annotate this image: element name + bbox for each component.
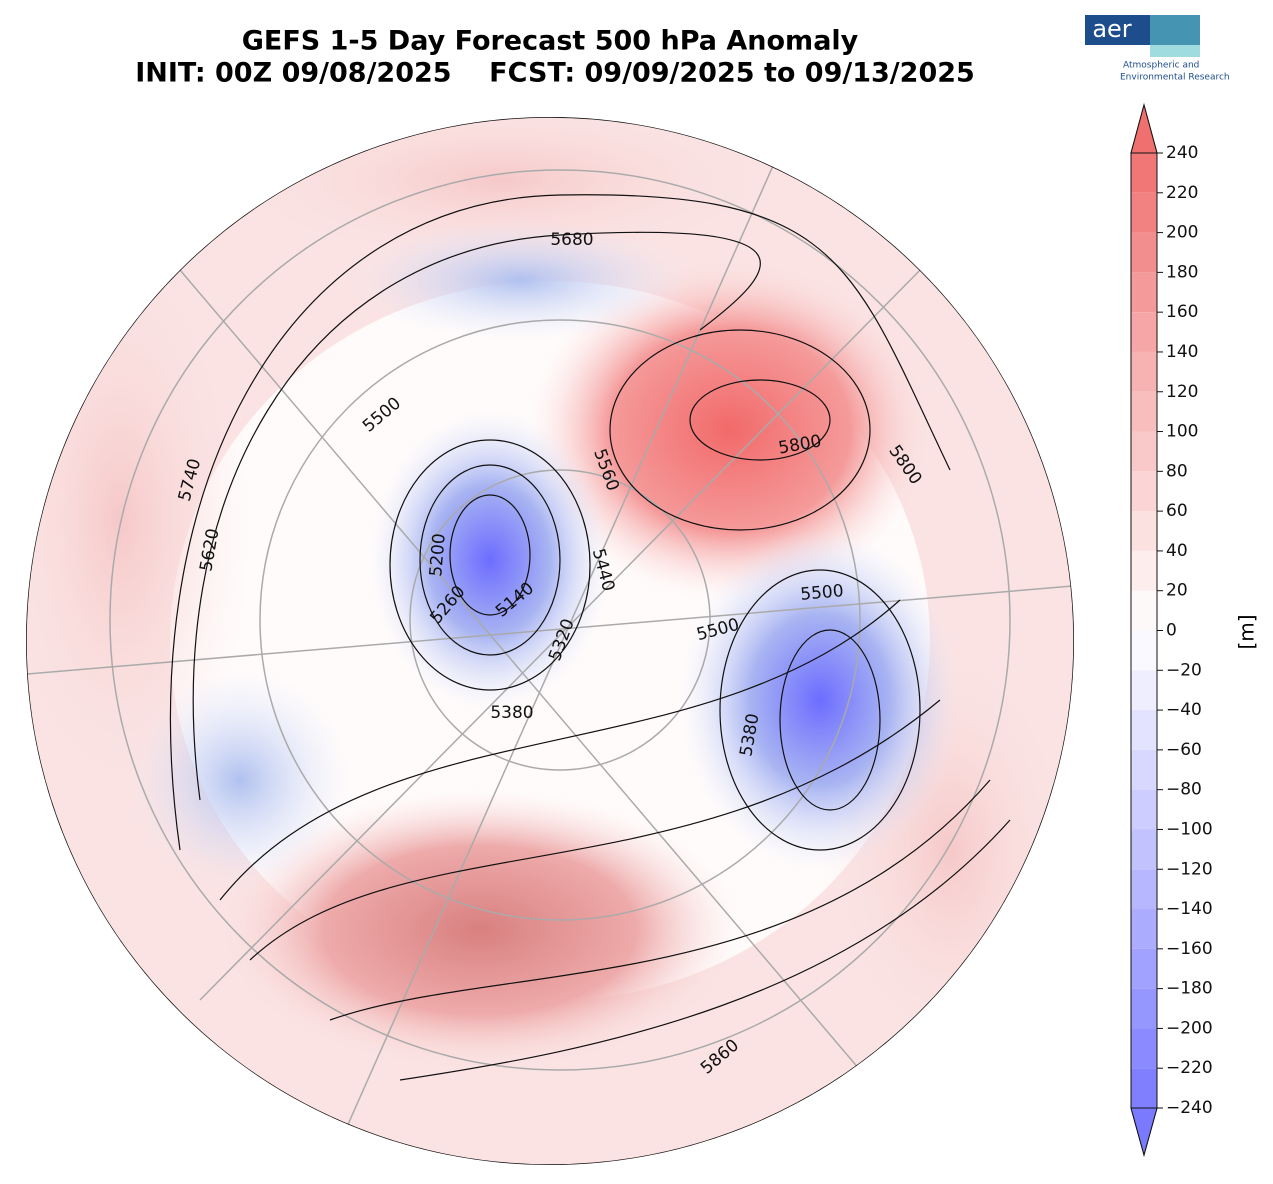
colorbar-tick-label: 140 <box>1166 342 1198 362</box>
colorbar-tick-label: −160 <box>1166 939 1213 959</box>
colorbar-tick-label: −140 <box>1166 899 1213 919</box>
colorbar-band <box>1131 192 1157 233</box>
colorbar-band <box>1131 829 1157 870</box>
contour-label: 5500 <box>800 581 845 605</box>
colorbar-label: [m] <box>1235 614 1259 649</box>
colorbar-tick-label: −20 <box>1166 660 1202 680</box>
colorbar-band <box>1131 431 1157 472</box>
logo: aer Atmospheric and Environmental Resear… <box>1085 15 1230 83</box>
colorbar-tick-label: −60 <box>1166 740 1202 760</box>
logo-line: Environmental Research <box>1120 73 1230 83</box>
colorbar-tick-label: 20 <box>1166 581 1188 601</box>
contour-label: 5680 <box>550 230 593 250</box>
colorbar-tick-label: −220 <box>1166 1058 1213 1078</box>
colorbar-tick-label: −180 <box>1166 979 1213 999</box>
colorbar-band <box>1131 1028 1157 1069</box>
colorbar-band <box>1131 869 1157 910</box>
colorbar-band <box>1131 153 1157 193</box>
colorbar-tick-label: 100 <box>1166 422 1198 442</box>
colorbar-band <box>1131 988 1157 1029</box>
colorbar-tick-label: 40 <box>1166 541 1188 561</box>
colorbar-tick-label: 160 <box>1166 302 1198 322</box>
colorbar-band <box>1131 948 1157 989</box>
colorbar-tick-label: −80 <box>1166 780 1202 800</box>
colorbar-tick-label: −240 <box>1166 1098 1213 1118</box>
colorbar-band <box>1131 909 1157 949</box>
colorbar-band <box>1131 471 1157 512</box>
colorbar-band <box>1131 749 1157 790</box>
colorbar-tick-label: 120 <box>1166 382 1198 402</box>
title: GEFS 1-5 Day Forecast 500 hPa Anomaly <box>242 26 859 57</box>
subtitle: INIT: 00Z 09/08/2025 FCST: 09/09/2025 to… <box>135 58 975 89</box>
colorbar-extend <box>1130 1107 1158 1157</box>
contour-label: 5200 <box>426 533 450 578</box>
colorbar-band <box>1131 391 1157 432</box>
map <box>26 117 1074 1165</box>
contour-label: 5380 <box>490 703 533 723</box>
colorbar-band <box>1131 710 1157 750</box>
colorbar-band <box>1131 590 1157 631</box>
logo-accent <box>1150 15 1200 57</box>
logo-line: Atmospheric and <box>1123 61 1199 71</box>
colorbar-band <box>1131 272 1157 313</box>
colorbar-band <box>1131 312 1157 352</box>
colorbar-tick-label: −200 <box>1166 1018 1213 1038</box>
colorbar-tick-label: 0 <box>1166 621 1177 641</box>
colorbar-band <box>1131 511 1157 551</box>
colorbar-band <box>1131 1068 1157 1108</box>
colorbar-tick-label: 240 <box>1166 143 1198 163</box>
colorbar-tick-label: 80 <box>1166 461 1188 481</box>
colorbar-band <box>1131 630 1157 671</box>
colorbar-tick-label: 60 <box>1166 501 1188 521</box>
colorbar-extend <box>1130 103 1158 154</box>
colorbar-band <box>1131 351 1157 392</box>
colorbar-tick-label: 200 <box>1166 223 1198 243</box>
colorbar-band <box>1131 550 1157 591</box>
colorbar-band <box>1131 789 1157 830</box>
colorbar-band <box>1131 670 1157 711</box>
colorbar-band <box>1131 232 1157 273</box>
logo-name: aer <box>1092 15 1131 43</box>
colorbar-tick-label: −40 <box>1166 700 1202 720</box>
colorbar-tick-label: −100 <box>1166 819 1213 839</box>
colorbar-tick-label: −120 <box>1166 859 1213 879</box>
colorbar-tick-label: 220 <box>1166 183 1198 203</box>
colorbar-tick-label: 180 <box>1166 262 1198 282</box>
